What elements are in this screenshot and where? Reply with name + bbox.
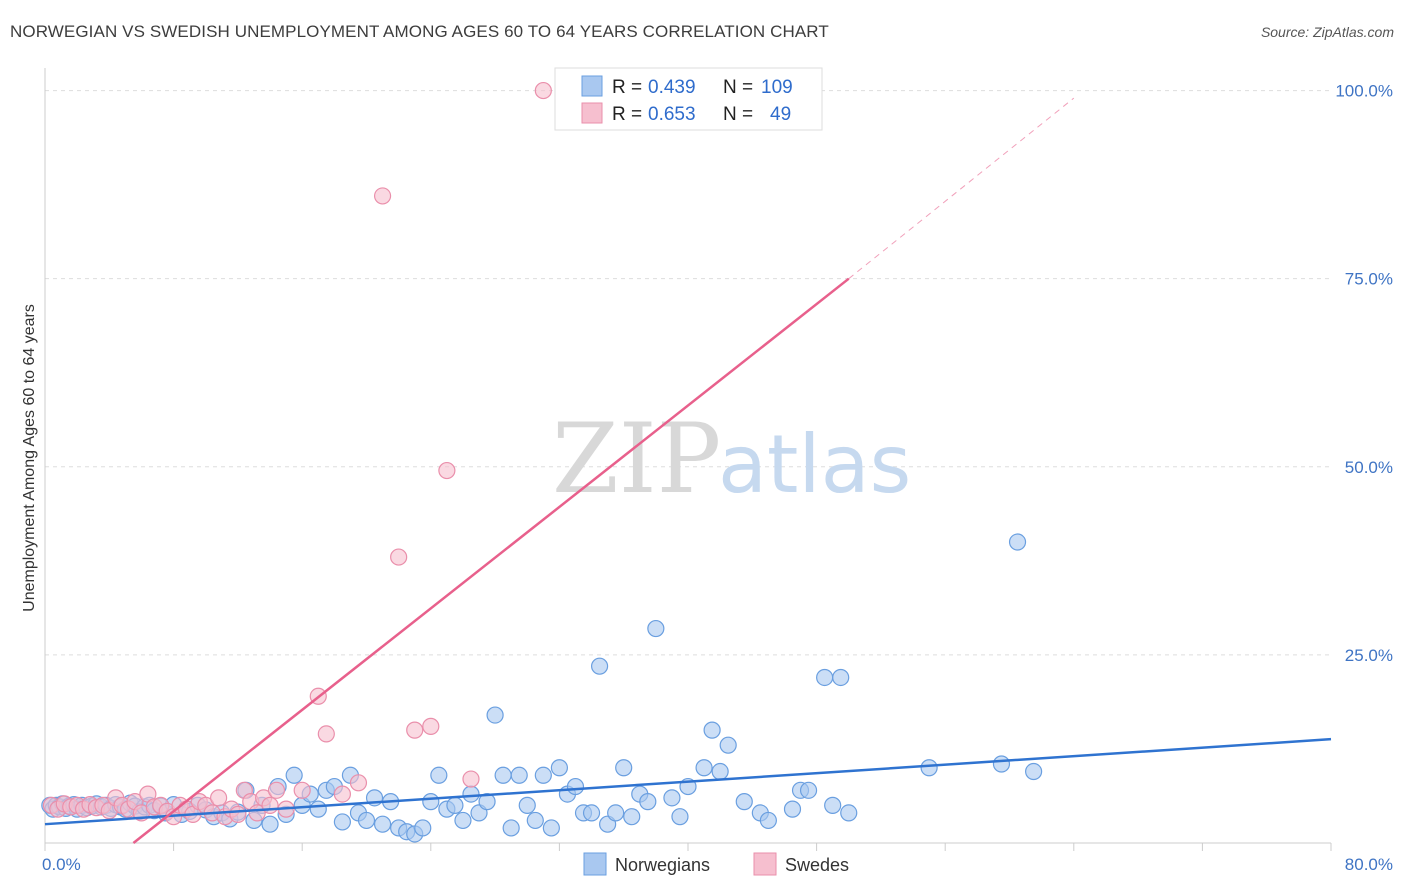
chart-source: Source: ZipAtlas.com: [1260, 24, 1394, 40]
swede-point: [406, 721, 424, 739]
norwegian-point: [534, 766, 552, 784]
norwegian-point: [992, 755, 1011, 773]
chart-title: NORWEGIAN VS SWEDISH UNEMPLOYMENT AMONG …: [10, 22, 829, 41]
norwegian-point: [663, 789, 681, 807]
swede-point: [438, 461, 456, 480]
swede-point: [229, 805, 247, 824]
norwegian-point: [832, 668, 850, 687]
legend-n-label: N =: [723, 104, 753, 125]
swede-point: [293, 781, 311, 799]
norwegian-point: [373, 815, 392, 833]
legend-swatch-norwegians: [581, 75, 603, 97]
watermark: ZIP atlas: [552, 403, 911, 515]
norwegian-point: [1008, 533, 1027, 551]
swede-point: [373, 187, 392, 205]
norwegian-point: [422, 793, 440, 811]
trend-lines: [44, 97, 1332, 844]
norwegian-point: [719, 736, 737, 754]
norwegian-point: [518, 796, 536, 814]
swede-point: [390, 548, 408, 566]
watermark-zip: ZIP: [552, 403, 721, 515]
norwegian-point: [920, 759, 938, 777]
norwegian-point: [1025, 762, 1043, 781]
swede-point: [261, 796, 279, 814]
norwegian-point: [816, 668, 834, 687]
norwegian-point: [615, 759, 633, 777]
y-tick-label: 100.0%: [1335, 82, 1393, 101]
norwegian-point: [582, 804, 601, 822]
bottom-legend-swedes: Swedes: [785, 855, 849, 875]
y-tick-label: 25.0%: [1345, 646, 1393, 665]
norwegian-point: [478, 793, 496, 811]
norwegian-point: [333, 813, 351, 831]
norwegians-trend-line: [44, 737, 1332, 826]
norwegian-point: [542, 819, 560, 837]
axes: [44, 68, 1331, 844]
norwegian-point: [502, 819, 520, 837]
bottom-legend-swatch-norwegians: [583, 852, 607, 876]
norwegian-point: [261, 815, 279, 833]
norwegian-point: [526, 811, 544, 830]
norwegian-point: [607, 804, 625, 822]
legend-n-value: 109: [761, 77, 793, 98]
swede-point: [349, 774, 368, 792]
norwegian-point: [414, 819, 432, 837]
norwegian-point: [285, 766, 303, 784]
swedes-trend-line: [132, 277, 850, 844]
legend-swatch-swedes: [581, 102, 603, 124]
norwegian-point: [510, 766, 528, 784]
norwegian-point: [309, 800, 327, 818]
swede-point: [422, 717, 440, 735]
bottom-legend-swatch-swedes: [753, 852, 777, 876]
legend-n-label: N =: [723, 77, 753, 98]
norwegian-point: [446, 796, 464, 814]
norwegian-point: [430, 766, 448, 784]
legend-r-label: R =: [612, 77, 642, 98]
tick-labels: 25.0% 50.0% 75.0% 100.0% 0.0% 80.0%: [42, 82, 1393, 874]
norwegian-point: [454, 811, 472, 830]
norwegian-point: [486, 706, 504, 724]
norwegian-point: [711, 762, 729, 781]
norwegian-point: [357, 811, 376, 830]
swede-point: [317, 725, 335, 743]
watermark-atlas: atlas: [718, 418, 911, 511]
norwegian-point: [494, 766, 512, 784]
legend-r-value: 0.653: [648, 104, 696, 125]
norwegian-point: [799, 781, 818, 799]
norwegian-point: [735, 793, 753, 811]
y-tick-label: 75.0%: [1345, 270, 1393, 289]
bottom-legend-norwegians: Norwegians: [615, 855, 710, 875]
norwegian-point: [639, 793, 657, 811]
legend-n-value: 49: [770, 104, 791, 125]
y-tick-label: 50.0%: [1345, 458, 1393, 477]
norwegian-point: [759, 811, 777, 830]
swede-point: [333, 785, 351, 803]
swede-point: [210, 789, 228, 807]
top-legend: R = 0.439 N = 109 R = 0.653 N = 49: [554, 67, 823, 131]
norwegian-point: [824, 796, 842, 814]
swede-point: [267, 781, 286, 799]
norwegian-point: [590, 657, 609, 675]
swedes-trend-extension: [848, 97, 1075, 280]
norwegian-point: [783, 800, 802, 818]
norwegian-point: [462, 785, 480, 803]
norwegian-point: [840, 804, 858, 822]
norwegian-point: [566, 777, 585, 796]
norwegian-point: [550, 759, 569, 777]
norwegian-point: [703, 721, 721, 739]
norwegian-point: [671, 808, 689, 826]
norwegian-point: [647, 619, 665, 638]
x-tick-label: 80.0%: [1345, 855, 1393, 874]
y-axis-label: Unemployment Among Ages 60 to 64 years: [21, 304, 38, 612]
norwegian-point: [695, 759, 713, 777]
swede-point: [462, 770, 480, 788]
swede-point: [534, 81, 552, 100]
legend-r-label: R =: [612, 104, 642, 125]
bottom-legend: Norwegians Swedes: [583, 852, 849, 876]
norwegian-point: [623, 808, 641, 826]
x-tick-label: 0.0%: [42, 855, 81, 874]
swedes-points: [42, 81, 552, 826]
legend-r-value: 0.439: [648, 77, 696, 98]
